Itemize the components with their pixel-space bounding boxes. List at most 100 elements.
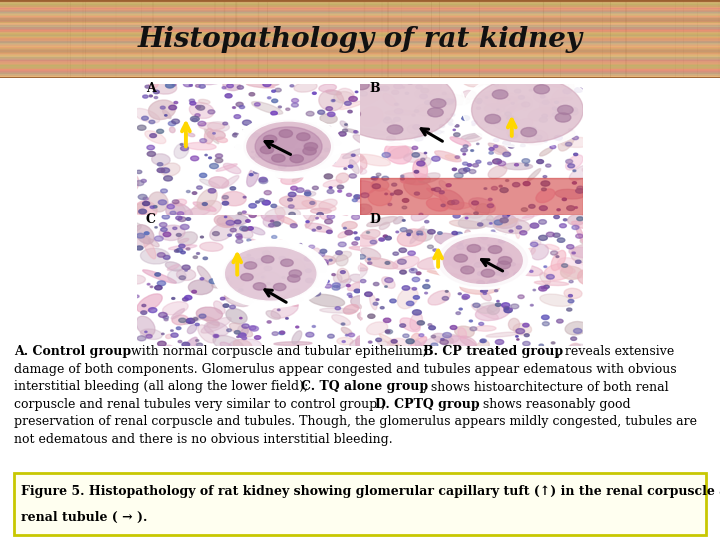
Circle shape [458, 293, 462, 295]
Circle shape [391, 121, 395, 123]
Circle shape [190, 102, 196, 105]
Ellipse shape [303, 126, 330, 134]
Circle shape [521, 144, 525, 147]
Circle shape [168, 122, 176, 126]
Circle shape [354, 131, 358, 133]
Circle shape [279, 106, 282, 108]
Ellipse shape [174, 143, 189, 159]
Circle shape [428, 107, 444, 117]
Circle shape [531, 305, 534, 306]
Circle shape [286, 108, 290, 110]
Circle shape [470, 327, 477, 331]
Ellipse shape [253, 274, 266, 280]
Ellipse shape [523, 130, 548, 145]
Ellipse shape [143, 270, 176, 283]
Circle shape [230, 187, 235, 190]
Ellipse shape [445, 155, 458, 160]
Ellipse shape [112, 212, 134, 234]
Circle shape [199, 84, 205, 88]
Ellipse shape [482, 96, 520, 99]
Circle shape [402, 206, 407, 209]
Circle shape [279, 130, 292, 138]
Ellipse shape [371, 278, 385, 287]
Circle shape [310, 141, 313, 143]
Ellipse shape [531, 240, 541, 245]
Circle shape [290, 224, 297, 228]
Circle shape [395, 103, 399, 106]
Ellipse shape [334, 92, 354, 103]
Circle shape [296, 188, 304, 192]
Circle shape [516, 226, 521, 229]
Circle shape [269, 291, 272, 292]
Ellipse shape [534, 281, 569, 286]
Circle shape [376, 86, 383, 91]
Circle shape [172, 84, 176, 86]
Circle shape [497, 109, 499, 110]
Circle shape [481, 235, 488, 239]
Circle shape [529, 89, 532, 91]
Ellipse shape [571, 245, 598, 262]
Ellipse shape [173, 202, 186, 218]
Ellipse shape [320, 114, 337, 123]
Circle shape [381, 86, 390, 91]
Ellipse shape [332, 315, 351, 325]
Circle shape [171, 330, 174, 332]
Circle shape [153, 206, 157, 208]
Circle shape [192, 291, 197, 293]
Circle shape [515, 89, 521, 93]
Circle shape [529, 127, 536, 131]
Circle shape [569, 294, 572, 297]
Circle shape [344, 168, 347, 170]
Ellipse shape [474, 341, 490, 354]
Circle shape [264, 266, 272, 271]
Ellipse shape [179, 338, 197, 359]
Ellipse shape [111, 202, 128, 220]
Circle shape [320, 260, 328, 264]
Circle shape [329, 259, 332, 261]
Circle shape [508, 214, 510, 216]
Circle shape [214, 335, 218, 337]
Circle shape [505, 112, 511, 116]
Circle shape [444, 99, 453, 104]
Circle shape [364, 292, 372, 296]
Ellipse shape [238, 326, 243, 333]
Circle shape [161, 168, 170, 173]
Circle shape [330, 160, 335, 163]
Ellipse shape [197, 307, 222, 321]
Circle shape [465, 217, 468, 219]
Circle shape [287, 275, 300, 282]
Ellipse shape [274, 139, 294, 148]
Ellipse shape [250, 227, 265, 235]
Circle shape [509, 230, 513, 232]
Circle shape [288, 198, 292, 201]
Circle shape [414, 136, 423, 141]
Circle shape [315, 217, 318, 219]
Ellipse shape [433, 94, 470, 105]
Circle shape [249, 93, 255, 96]
Circle shape [249, 326, 256, 330]
Circle shape [259, 179, 268, 184]
Circle shape [271, 111, 277, 115]
Circle shape [254, 103, 260, 106]
Circle shape [495, 272, 500, 275]
Circle shape [412, 146, 418, 150]
Ellipse shape [369, 78, 375, 93]
Ellipse shape [333, 274, 342, 283]
Circle shape [237, 236, 242, 239]
Ellipse shape [577, 348, 590, 363]
Circle shape [376, 338, 382, 342]
Circle shape [408, 251, 415, 255]
Ellipse shape [449, 336, 477, 350]
Circle shape [453, 129, 455, 131]
Circle shape [189, 99, 194, 102]
Circle shape [322, 62, 465, 145]
Circle shape [346, 193, 351, 197]
Ellipse shape [585, 184, 600, 192]
Ellipse shape [163, 110, 171, 118]
Ellipse shape [204, 130, 219, 144]
Circle shape [451, 99, 455, 102]
Ellipse shape [143, 237, 156, 259]
Ellipse shape [263, 213, 284, 227]
Ellipse shape [136, 216, 156, 225]
Circle shape [376, 177, 379, 178]
